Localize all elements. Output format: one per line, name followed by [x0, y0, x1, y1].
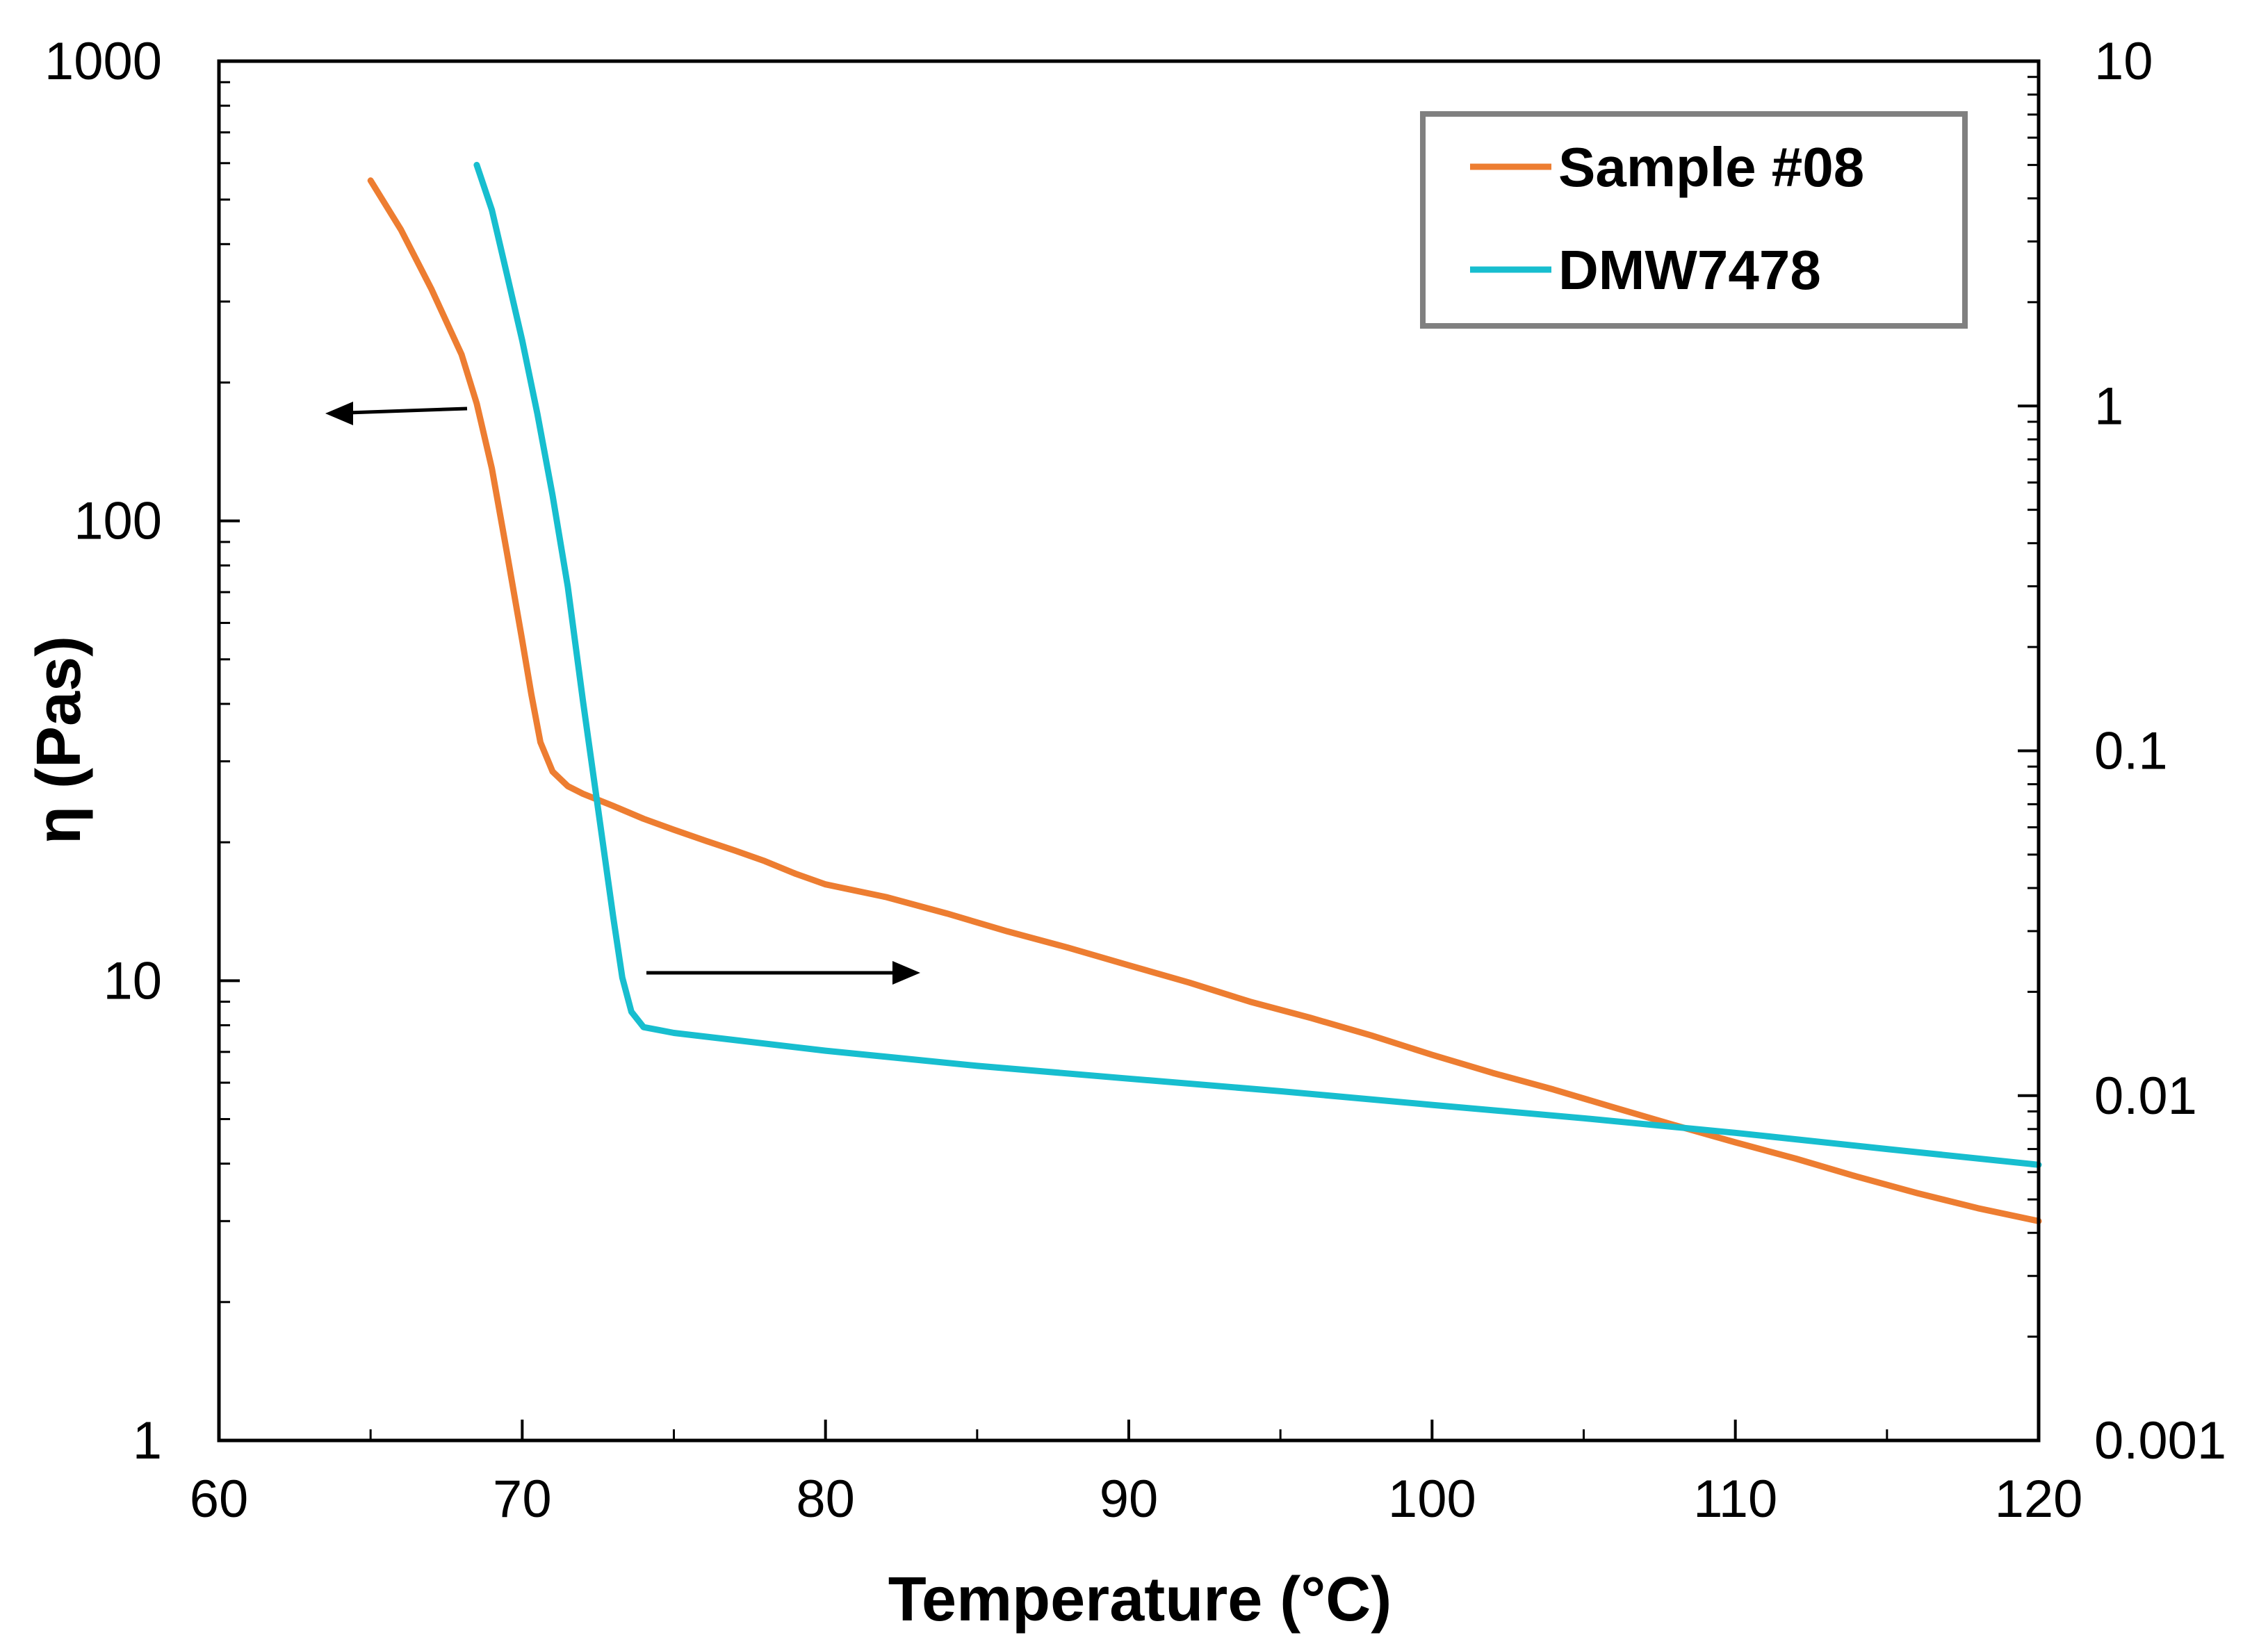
x-tick-label: 60	[190, 1470, 249, 1529]
y-tick-label: 1	[133, 1411, 162, 1470]
y2-tick-label: 0.001	[2094, 1411, 2226, 1470]
x-tick-label: 120	[1995, 1470, 2083, 1529]
legend: Sample #08 DMW7478	[1420, 111, 1968, 329]
legend-box	[1420, 111, 1968, 329]
legend-label-sample-08: Sample #08	[1558, 136, 1864, 198]
y2-tick-label: 0.01	[2094, 1067, 2197, 1126]
x-tick-label: 70	[493, 1470, 552, 1529]
x-tick-label: 80	[796, 1470, 855, 1529]
y-tick-label: 10	[103, 951, 162, 1010]
x-tick-label: 90	[1100, 1470, 1159, 1529]
y2-tick-label: 10	[2094, 32, 2153, 91]
right-axis-arrow	[646, 961, 920, 985]
left-axis-arrow	[325, 402, 468, 425]
series-line-sample-08	[367, 177, 2042, 1224]
x-tick-label: 110	[1693, 1470, 1777, 1529]
y-axis-title: η (Pas)	[24, 636, 94, 844]
x-axis-title: Temperature (°C)	[888, 1565, 1392, 1634]
legend-label-dmw7478: DMW7478	[1558, 239, 1821, 301]
x-tick-label: 100	[1388, 1470, 1476, 1529]
y2-tick-label: 0.1	[2094, 722, 2168, 781]
series-line-dmw7478	[473, 161, 2042, 1168]
y-tick-label: 100	[74, 492, 162, 551]
y-tick-label: 1000	[44, 32, 162, 91]
series-layer	[367, 161, 2042, 1224]
y2-tick-label: 1	[2094, 377, 2123, 436]
plot-area-frame	[217, 59, 2041, 1443]
ticks-layer: 60 70 80 90 100 110 12011010010000.0010.010.11…	[44, 32, 2226, 1529]
